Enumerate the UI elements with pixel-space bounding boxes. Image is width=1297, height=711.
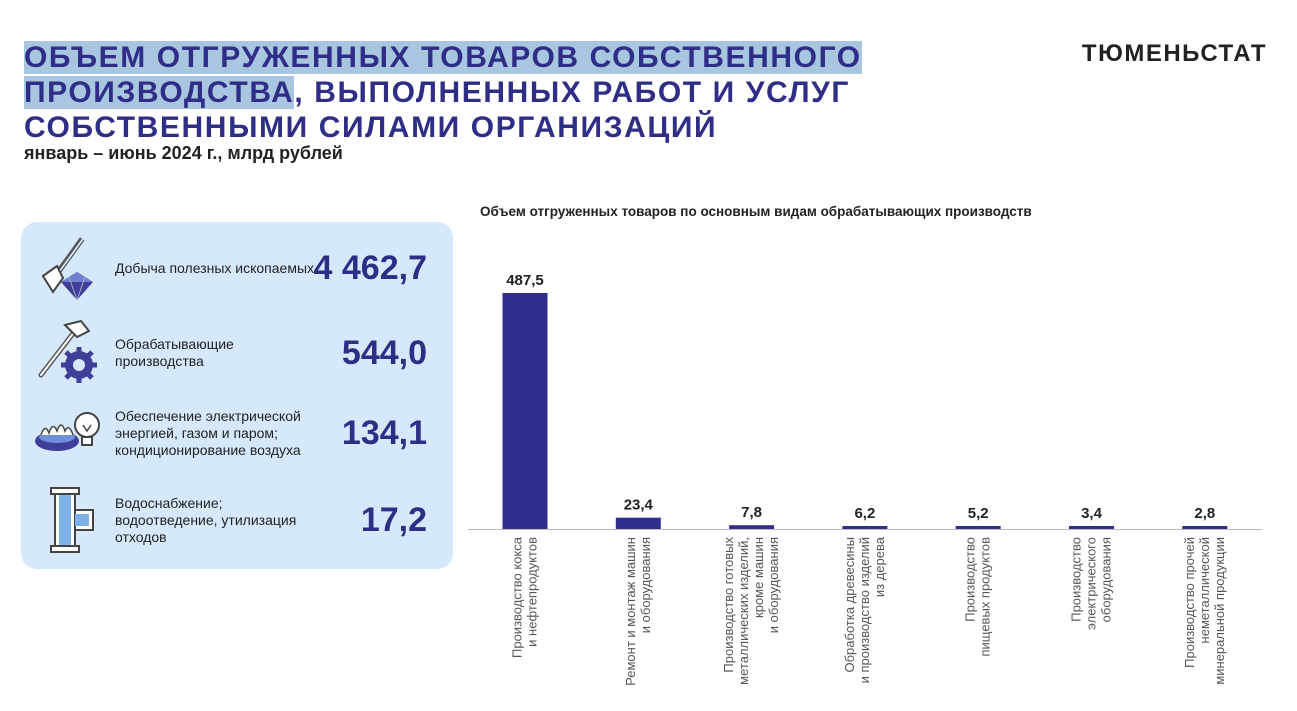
- category-label: Производство коксаи нефтепродуктов: [510, 536, 540, 658]
- bar-chart: 487,5 Производство коксаи нефтепродуктов 2…: [468, 272, 1262, 686]
- summary-value: 17,2: [360, 500, 427, 539]
- category-label: Производство прочейнеметаллическойминера…: [1182, 537, 1227, 685]
- summary-label: Обрабатывающие производства: [115, 336, 234, 369]
- summary-value: 134,1: [341, 413, 427, 452]
- summary-panel: Добыча полезных ископаемых 4 462,7 Обраб…: [21, 222, 453, 569]
- bar: [955, 526, 1001, 529]
- category-label: Обработка древесиныи производство издели…: [842, 536, 887, 683]
- summary-label: Обеспечение электрической энергией, газо…: [115, 407, 301, 458]
- bar: [729, 525, 775, 529]
- category-label: Производствоэлектрическогооборудования: [1069, 537, 1114, 630]
- bar: [842, 525, 888, 529]
- summary-row-mining: Добыча полезных ископаемых 4 462,7: [21, 228, 453, 308]
- category-label: Производство готовыхметаллических издели…: [721, 537, 781, 685]
- data-label: 487,5: [506, 272, 544, 289]
- data-label: 2,8: [1194, 505, 1215, 522]
- bar: [1182, 526, 1228, 529]
- bar: [1069, 526, 1114, 529]
- category-label: Производствопищевых продуктов: [963, 537, 993, 657]
- shovel-diamond-icon: [41, 237, 93, 301]
- gas-burner-bulb-icon: [35, 412, 100, 451]
- bar: [502, 293, 548, 529]
- title-rest: , ВЫПОЛНЕННЫХ РАБОТ И УСЛУГ СОБСТВЕННЫМИ…: [24, 76, 851, 144]
- data-label: 23,4: [624, 497, 654, 514]
- water-pipe-icon: [50, 487, 94, 553]
- data-label: 7,8: [741, 504, 762, 521]
- brand-logo: ТЮМЕНЬСТАТ: [1081, 40, 1267, 67]
- summary-row-water: Водоснабжение; водоотведение, утилизация…: [21, 480, 453, 560]
- summary-row-manufacturing: Обрабатывающие производства 544,0: [21, 313, 453, 393]
- data-label: 3,4: [1081, 505, 1103, 522]
- category-label: Ремонт и монтаж машини оборудования: [623, 537, 653, 686]
- summary-label: Добыча полезных ископаемых: [115, 259, 315, 276]
- page-title: ОБЪЕМ ОТГРУЖЕННЫХ ТОВАРОВ СОБСТВЕННОГО П…: [24, 40, 924, 145]
- summary-row-energy: Обеспечение электрической энергией, газо…: [21, 393, 453, 473]
- page-subtitle: январь – июнь 2024 г., млрд рублей: [24, 143, 343, 163]
- chart-title: Объем отгруженных товаров по основным ви…: [480, 204, 1032, 219]
- hammer-gear-icon: [38, 319, 97, 383]
- summary-value: 544,0: [341, 333, 427, 372]
- summary-value: 4 462,7: [313, 248, 427, 287]
- summary-label: Водоснабжение; водоотведение, утилизация…: [115, 494, 297, 545]
- data-label: 6,2: [854, 505, 875, 522]
- data-label: 5,2: [968, 505, 989, 522]
- bar: [615, 517, 661, 529]
